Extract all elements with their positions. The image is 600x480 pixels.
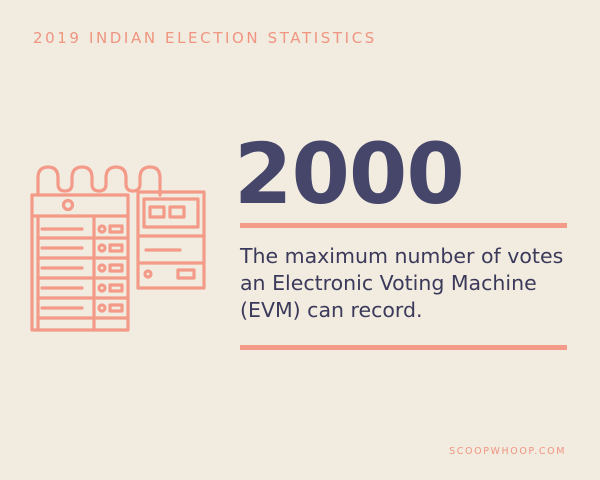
brand-footer: SCOOPWHOOP.COM <box>449 446 566 457</box>
stat-value: 2000 <box>234 125 465 223</box>
divider-top <box>240 223 567 228</box>
stat-description-line: The maximum number of votes <box>240 244 564 268</box>
evm-machine-icon <box>30 165 206 332</box>
stat-description-line: (EVM) can record. <box>240 298 423 322</box>
divider-bottom <box>240 345 567 350</box>
stat-description-line: an Electronic Voting Machine <box>240 271 537 295</box>
infographic-title: 2019 INDIAN ELECTION STATISTICS <box>33 29 377 47</box>
stat-description: The maximum number of votes an Electroni… <box>240 243 580 324</box>
